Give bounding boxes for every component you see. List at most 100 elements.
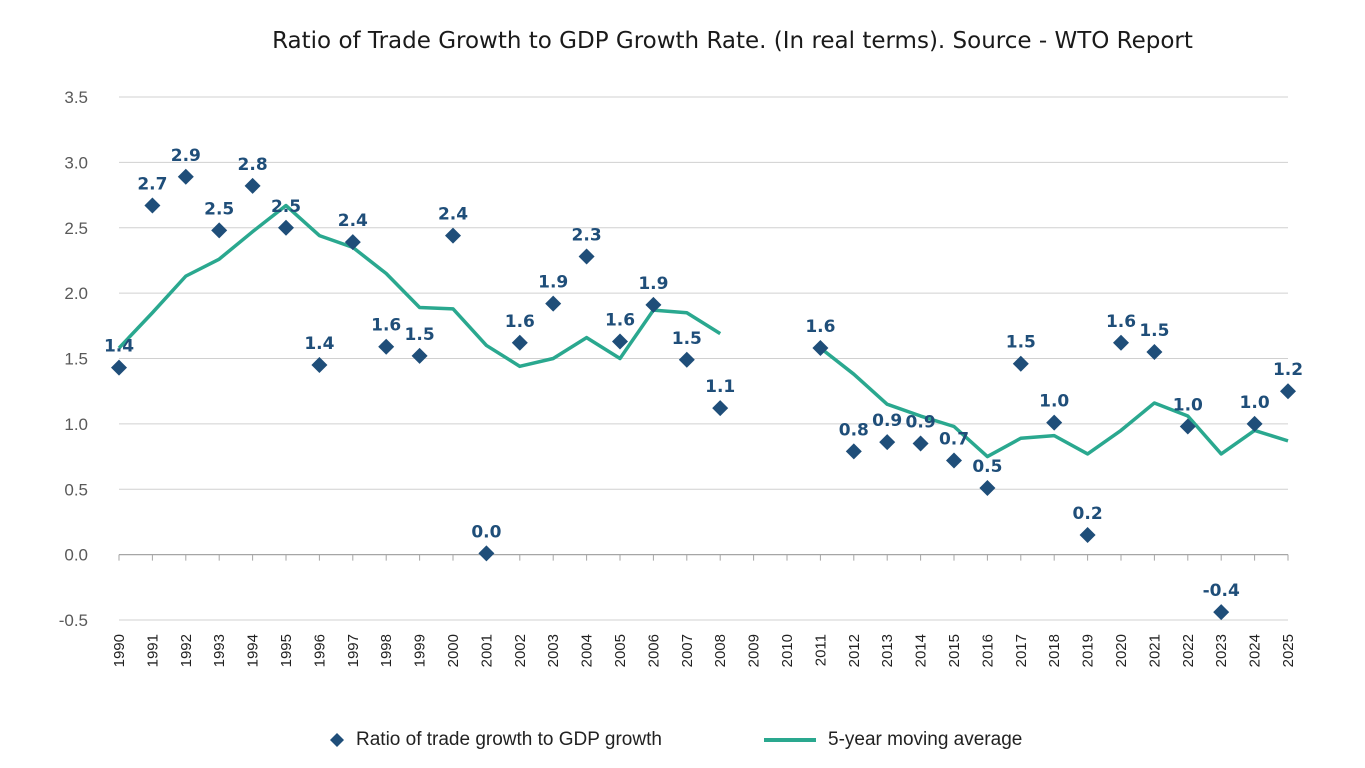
ratio-point [177,168,194,185]
x-tick-label: 2016 [979,634,996,667]
ratio-point [1113,334,1129,351]
legend-item-moving-average: 5-year moving average [764,726,1022,754]
ratio-point [678,351,695,368]
x-tick-label: 2012 [846,634,863,667]
data-label: 0.2 [1073,504,1103,524]
x-tick-label: 2013 [879,634,896,667]
data-label: 2.7 [137,175,167,195]
x-tick-label: 2020 [1113,634,1130,667]
data-label: 2.9 [171,146,201,166]
ratio-point [645,296,662,313]
x-tick-label: 2019 [1080,634,1097,667]
x-tick-label: 2003 [545,634,562,667]
ratio-point [1046,414,1063,431]
x-axis [118,554,1289,561]
ratio-point [612,333,628,350]
ratio-point [511,334,528,351]
data-label: 2.5 [271,197,301,217]
ratio-point [445,227,461,244]
moving-average-line [117,203,722,369]
ratio-point [946,452,962,469]
ratio-point [144,197,161,214]
ratio-point [879,434,896,451]
data-label: 2.5 [204,199,234,219]
x-axis-ticks: 1990 1991 1992 1993 1994 1995 1996 1997 1998 1999… [111,634,1297,667]
data-label: 1.6 [371,316,401,336]
x-tick-label: 2010 [779,634,796,667]
x-tick-label: 1990 [111,634,128,667]
line-marker-icon [764,738,816,742]
data-label: 0.9 [872,411,902,431]
data-label: 2.4 [338,211,368,231]
x-tick-label: 1992 [178,634,195,667]
data-label: 2.3 [572,226,602,246]
x-tick-label: 2002 [512,634,529,667]
x-tick-label: 2005 [612,634,629,667]
data-labels-group: 1.42.72.92.52.82.51.42.41.6 1.52.40.01.61… [104,146,1303,601]
data-label: 1.9 [638,274,668,294]
x-tick-label: 2022 [1180,634,1197,667]
data-label: 1.0 [1173,395,1203,415]
ratio-point [912,435,929,452]
data-label: 0.0 [471,522,501,542]
ratio-point [1079,527,1096,544]
y-tick-label: 0.0 [64,546,88,565]
ratio-point [1246,415,1263,432]
data-label: 1.9 [538,273,568,293]
y-tick-label: 1.0 [64,415,88,434]
ratio-points-group [111,168,1296,621]
chart-title: Ratio of Trade Growth to GDP Growth Rate… [272,28,1193,54]
data-label: 1.5 [1139,321,1169,341]
data-label: 1.4 [104,337,134,357]
y-tick-label: 0.5 [64,480,88,499]
y-tick-label: 1.5 [64,350,88,369]
x-tick-label: 2023 [1213,634,1230,667]
legend-item-ratio: Ratio of trade growth to GDP growth [328,726,662,754]
ratio-point [378,338,395,355]
data-label: 1.6 [605,311,635,331]
ratio-point [1280,383,1296,400]
ratio-point [812,340,829,357]
data-label: 2.8 [238,155,268,175]
diamond-marker-icon [330,733,344,747]
ratio-point [1146,343,1163,360]
x-tick-label: 2024 [1247,634,1264,667]
x-tick-label: 1996 [311,634,328,667]
x-tick-label: 2018 [1046,634,1063,667]
ratio-point [411,347,428,364]
gridlines [119,96,1288,621]
data-label: -0.4 [1203,581,1240,601]
y-tick-label: 3.0 [64,153,88,172]
moving-average-line [819,346,1289,459]
x-tick-label: 2009 [746,634,763,667]
x-tick-label: 2015 [946,634,963,667]
x-tick-label: 2000 [445,634,462,667]
ratio-point [478,545,495,562]
x-tick-label: 2004 [579,634,596,667]
x-tick-label: 1997 [345,634,362,667]
x-tick-label: 2008 [712,634,729,667]
y-tick-label: 2.0 [64,284,88,303]
ratio-point [244,177,261,194]
data-label: 1.4 [304,334,334,354]
ratio-point [1012,355,1029,372]
ratio-point [278,219,294,236]
data-label: 1.6 [805,317,835,337]
data-label: 1.6 [505,312,535,332]
x-tick-label: 1998 [378,634,395,667]
data-label: 1.2 [1273,360,1303,380]
ratio-point [1179,418,1196,435]
x-tick-label: 2017 [1013,634,1030,667]
x-tick-label: 2021 [1146,634,1163,667]
ratio-point [578,248,595,265]
ratio-point [712,400,729,417]
x-tick-label: 2025 [1280,634,1297,667]
y-tick-label: 3.5 [64,88,88,107]
ratio-point [1213,604,1230,621]
legend-label-moving-average: 5-year moving average [828,729,1023,750]
ratio-point [979,479,996,496]
y-tick-label: 2.5 [64,219,88,238]
data-label: 1.6 [1106,312,1136,332]
x-tick-label: 1991 [144,634,161,667]
